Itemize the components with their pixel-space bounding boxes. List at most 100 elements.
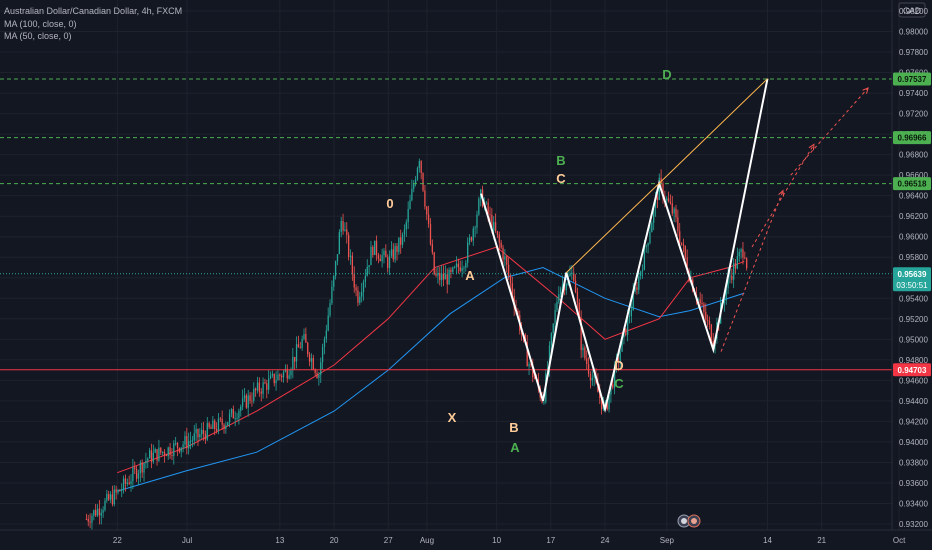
candle-body — [301, 339, 303, 349]
level-badge-label: 0.94703 — [898, 366, 927, 375]
projection-arrow-line[interactable] — [720, 190, 784, 352]
candle-body — [256, 382, 259, 391]
candle-body — [223, 424, 225, 430]
candle-body — [487, 202, 489, 215]
candle-body — [143, 463, 145, 473]
candle-body — [632, 291, 634, 311]
candle-body — [314, 369, 316, 374]
candle-body — [666, 198, 668, 201]
countdown-label: 03:50:51 — [896, 281, 928, 290]
candle-body — [398, 237, 400, 252]
candle-body — [573, 272, 575, 281]
projection-arrow-line[interactable] — [790, 87, 869, 176]
candle-body — [675, 208, 677, 218]
candle-body — [565, 284, 567, 291]
candle-body — [320, 362, 322, 375]
price-tick-label: 0.97400 — [899, 89, 928, 98]
projection-arrowhead — [862, 87, 869, 94]
candle-body — [619, 351, 621, 362]
candle-body — [318, 374, 320, 378]
candle-body — [186, 436, 188, 449]
candle-body — [478, 198, 480, 215]
candle-body — [139, 462, 141, 474]
candle-body — [636, 287, 638, 290]
candle-body — [671, 203, 673, 214]
candle-body — [357, 290, 359, 303]
candle-body — [640, 271, 642, 276]
candle-body — [472, 228, 474, 241]
candle-body — [548, 345, 551, 368]
candle-body — [370, 246, 372, 266]
candle-body — [727, 276, 729, 289]
candle-body — [388, 255, 391, 268]
level-badge — [893, 72, 931, 86]
price-tick-label: 0.94400 — [899, 397, 928, 406]
candle-body — [102, 510, 104, 513]
price-tick-label: 0.97200 — [899, 110, 928, 119]
candle-body — [375, 240, 378, 256]
candle-body — [617, 358, 619, 362]
price-tick-label: 0.95200 — [899, 315, 928, 324]
candle-body — [295, 344, 298, 362]
projection-arrows[interactable] — [720, 87, 869, 352]
time-tick-label: 13 — [275, 536, 284, 545]
candle-body — [294, 356, 296, 362]
candle-body — [264, 382, 266, 384]
candle-body — [626, 316, 629, 335]
candle-body — [128, 482, 130, 484]
candle-body — [634, 287, 636, 292]
candle-body — [366, 266, 368, 276]
candle-body — [390, 249, 393, 256]
candle-body — [409, 200, 411, 210]
trend-connector-line[interactable] — [565, 78, 768, 273]
currency-badge[interactable] — [898, 2, 926, 18]
candle-body — [667, 198, 670, 202]
indicator-ma100[interactable]: MA (100, close, 0) — [4, 18, 77, 29]
candle-body — [199, 434, 201, 438]
candle-body — [364, 275, 367, 282]
level-badge — [893, 177, 931, 191]
horizontal-levels[interactable] — [0, 78, 892, 371]
candle-body — [208, 423, 210, 428]
price-tick-label: 0.95400 — [899, 294, 928, 303]
candle-body — [347, 234, 350, 257]
candle-body — [708, 320, 711, 325]
indicator-ma50[interactable]: MA (50, close, 0) — [4, 31, 72, 41]
pattern-point-label: X — [448, 410, 457, 425]
candle-body — [275, 380, 277, 384]
chart-emoji-icons[interactable] — [677, 514, 701, 528]
candle-body — [215, 429, 218, 431]
last-price-label: 0.95639 — [898, 270, 927, 279]
candle-body — [498, 234, 500, 243]
candle-body — [435, 274, 437, 276]
candle-body — [113, 489, 115, 505]
candle-body — [126, 482, 128, 484]
time-tick-label: 27 — [384, 536, 393, 545]
candle-body — [308, 354, 311, 362]
candle-body — [130, 481, 132, 484]
projection-arrow-line[interactable] — [751, 144, 815, 248]
candle-body — [613, 364, 616, 388]
harmonic-pattern[interactable] — [480, 78, 769, 414]
candle-body — [558, 294, 560, 302]
candle-body — [645, 245, 647, 248]
candle-body — [584, 347, 586, 359]
candle-body — [132, 467, 134, 482]
candle-body — [729, 275, 731, 277]
candle-body — [340, 221, 342, 233]
time-axis[interactable]: 22Jul132027Aug101724Sep1421Oct12 — [0, 529, 932, 545]
candle-body — [167, 447, 169, 457]
pattern-point-label: C — [614, 376, 624, 391]
candle-body — [517, 310, 519, 316]
candle-body — [467, 242, 469, 263]
candle-body — [210, 427, 212, 429]
candle-body — [163, 451, 166, 456]
candle-body — [362, 281, 365, 292]
candle-body — [307, 342, 309, 355]
chart-legend: Australian Dollar/Canadian Dollar, 4h, F… — [4, 5, 182, 43]
candle-body — [346, 229, 348, 235]
symbol-title[interactable]: Australian Dollar/Canadian Dollar, 4h, F… — [4, 6, 183, 16]
candle-body — [604, 402, 606, 403]
abcd-pattern-line[interactable] — [480, 78, 769, 414]
